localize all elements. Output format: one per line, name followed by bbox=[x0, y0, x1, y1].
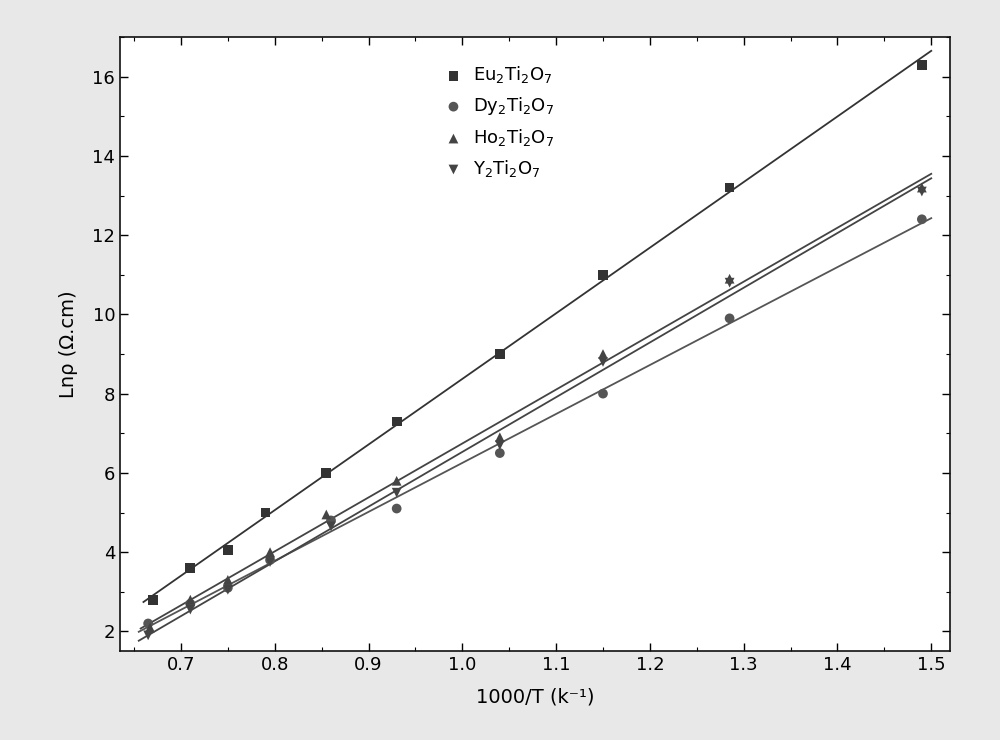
Ho$_2$Ti$_2$O$_7$ bbox=[142, 622, 158, 633]
Y-axis label: Lnρ (Ω.cm): Lnρ (Ω.cm) bbox=[59, 290, 78, 398]
Eu$_2$Ti$_2$O$_7$ bbox=[182, 562, 198, 574]
Eu$_2$Ti$_2$O$_7$ bbox=[257, 507, 273, 519]
X-axis label: 1000/T (k⁻¹): 1000/T (k⁻¹) bbox=[476, 688, 594, 707]
Ho$_2$Ti$_2$O$_7$ bbox=[182, 593, 198, 605]
Y$_2$Ti$_2$O$_7$ bbox=[914, 186, 930, 198]
Eu$_2$Ti$_2$O$_7$ bbox=[492, 348, 508, 360]
Y$_2$Ti$_2$O$_7$ bbox=[595, 356, 611, 368]
Ho$_2$Ti$_2$O$_7$ bbox=[389, 475, 405, 487]
Ho$_2$Ti$_2$O$_7$ bbox=[595, 348, 611, 360]
Eu$_2$Ti$_2$O$_7$ bbox=[914, 58, 930, 70]
Dy$_2$Ti$_2$O$_7$ bbox=[914, 213, 930, 225]
Y$_2$Ti$_2$O$_7$ bbox=[220, 584, 236, 596]
Y$_2$Ti$_2$O$_7$ bbox=[182, 604, 198, 616]
Dy$_2$Ti$_2$O$_7$ bbox=[492, 447, 508, 459]
Dy$_2$Ti$_2$O$_7$ bbox=[389, 502, 405, 514]
Ho$_2$Ti$_2$O$_7$ bbox=[492, 431, 508, 443]
Ho$_2$Ti$_2$O$_7$ bbox=[722, 273, 738, 285]
Eu$_2$Ti$_2$O$_7$ bbox=[722, 181, 738, 193]
Eu$_2$Ti$_2$O$_7$ bbox=[318, 467, 334, 479]
Eu$_2$Ti$_2$O$_7$ bbox=[595, 269, 611, 280]
Y$_2$Ti$_2$O$_7$ bbox=[140, 630, 156, 642]
Y$_2$Ti$_2$O$_7$ bbox=[262, 556, 278, 568]
Eu$_2$Ti$_2$O$_7$ bbox=[389, 415, 405, 427]
Dy$_2$Ti$_2$O$_7$ bbox=[323, 514, 339, 526]
Y$_2$Ti$_2$O$_7$ bbox=[492, 440, 508, 451]
Y$_2$Ti$_2$O$_7$ bbox=[389, 487, 405, 499]
Eu$_2$Ti$_2$O$_7$ bbox=[145, 593, 161, 605]
Dy$_2$Ti$_2$O$_7$ bbox=[182, 598, 198, 610]
Y$_2$Ti$_2$O$_7$ bbox=[722, 277, 738, 289]
Ho$_2$Ti$_2$O$_7$ bbox=[220, 574, 236, 586]
Dy$_2$Ti$_2$O$_7$ bbox=[140, 618, 156, 630]
Eu$_2$Ti$_2$O$_7$ bbox=[220, 544, 236, 556]
Ho$_2$Ti$_2$O$_7$ bbox=[262, 546, 278, 558]
Dy$_2$Ti$_2$O$_7$ bbox=[722, 312, 738, 324]
Dy$_2$Ti$_2$O$_7$ bbox=[220, 582, 236, 593]
Dy$_2$Ti$_2$O$_7$ bbox=[262, 554, 278, 566]
Dy$_2$Ti$_2$O$_7$ bbox=[595, 388, 611, 400]
Y$_2$Ti$_2$O$_7$ bbox=[323, 520, 339, 532]
Ho$_2$Ti$_2$O$_7$ bbox=[318, 508, 334, 520]
Ho$_2$Ti$_2$O$_7$ bbox=[914, 181, 930, 193]
Legend: Eu$_2$Ti$_2$O$_7$, Dy$_2$Ti$_2$O$_7$, Ho$_2$Ti$_2$O$_7$, Y$_2$Ti$_2$O$_7$: Eu$_2$Ti$_2$O$_7$, Dy$_2$Ti$_2$O$_7$, Ho… bbox=[444, 64, 554, 179]
